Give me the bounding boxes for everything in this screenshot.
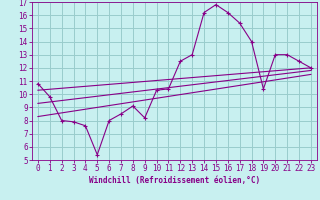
X-axis label: Windchill (Refroidissement éolien,°C): Windchill (Refroidissement éolien,°C) [89,176,260,185]
